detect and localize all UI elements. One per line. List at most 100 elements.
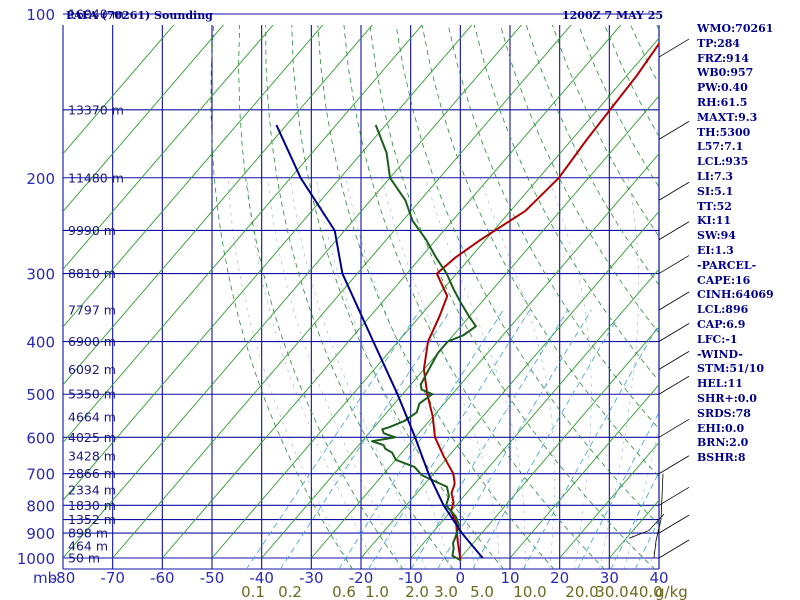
index-item: SI:5.1 xyxy=(697,184,734,198)
skewed-isotherm xyxy=(63,25,274,270)
temperature-tick-label: -20 xyxy=(349,569,374,587)
skewed-isotherm xyxy=(63,25,224,213)
parcel-path xyxy=(275,124,484,559)
pressure-tick-label: 900 xyxy=(26,525,55,543)
index-item: -PARCEL- xyxy=(697,258,757,272)
index-item: BRN:2.0 xyxy=(697,436,749,450)
height-label: 4025 m xyxy=(68,430,116,445)
temperature-tick-label: 40 xyxy=(649,569,668,587)
wind-barb xyxy=(658,351,690,370)
skewed-isotherm xyxy=(161,25,622,559)
skewed-isotherm xyxy=(211,37,659,559)
mixing-ratio-line xyxy=(279,309,451,569)
index-item: SHR+:0.0 xyxy=(697,391,757,405)
mixing-ratio-line xyxy=(410,309,569,569)
skewed-isotherm xyxy=(459,326,659,559)
height-label: 464 m xyxy=(68,538,108,553)
wind-barb xyxy=(658,291,690,311)
dewpoint-profile xyxy=(371,124,477,562)
index-item: MAXT:9.3 xyxy=(697,110,758,124)
moist-adiabat xyxy=(289,177,426,569)
skewed-isotherm xyxy=(63,25,324,328)
temperature-tick-label: -50 xyxy=(200,569,225,587)
index-item: FRZ:914 xyxy=(697,51,750,65)
temperature-tick-label: -70 xyxy=(100,569,125,587)
wind-barb xyxy=(658,221,690,241)
index-item: CAPE:16 xyxy=(697,273,751,287)
index-item: EI:1.3 xyxy=(697,243,734,257)
mixing-ratio-tick: 0.1 xyxy=(241,583,265,600)
temperature-tick-label: 30 xyxy=(600,569,619,587)
height-label: 8810 m xyxy=(68,266,116,281)
skewed-isotherm xyxy=(261,95,659,559)
height-label: 50 m xyxy=(68,551,100,566)
moist-adiabat xyxy=(315,177,451,569)
skewed-isotherm xyxy=(63,25,423,444)
skewed-isotherm xyxy=(559,441,659,559)
index-item: EHI:0.0 xyxy=(697,421,745,435)
skewed-isotherm xyxy=(112,25,572,559)
temperature-tick-label: 10 xyxy=(500,569,519,587)
dry-adiabat xyxy=(238,25,404,569)
skewed-isotherm xyxy=(360,210,659,559)
sounding-series xyxy=(275,42,659,562)
index-item: RH:61.5 xyxy=(697,95,748,109)
mixing-ratio-lines xyxy=(246,309,659,569)
index-item: TP:284 xyxy=(697,36,741,50)
skewed-isotherm xyxy=(63,25,373,386)
mixing-ratio-tick: 1.0 xyxy=(365,583,389,600)
temperature-tick-label: -80 xyxy=(51,569,76,587)
hodograph xyxy=(653,473,664,559)
height-label: 898 m xyxy=(68,526,108,541)
dry-adiabat xyxy=(369,25,656,569)
dry-adiabat xyxy=(499,25,659,334)
pressure-axis: 100 200 300 400 500 600 700 800 900 1000 xyxy=(17,6,55,568)
mixing-ratio-line xyxy=(246,309,421,569)
height-label: 9990 m xyxy=(68,223,116,238)
wind-barb xyxy=(658,514,690,534)
height-label: 16040 m xyxy=(68,7,124,22)
mixing-ratio-tick: 20.0 xyxy=(565,583,598,600)
wind-barbs xyxy=(628,38,690,559)
wind-barb xyxy=(658,323,690,342)
height-label: 4664 m xyxy=(68,409,116,424)
pressure-tick-label: 200 xyxy=(26,170,55,188)
mixing-ratio-tick: 40.0 xyxy=(629,583,662,600)
index-item: CAP:6.9 xyxy=(697,317,746,331)
height-label: 3428 m xyxy=(68,449,116,464)
height-label: 13370 m xyxy=(68,102,124,117)
mixing-ratio-unit: g/kg xyxy=(655,583,688,600)
height-label: 11480 m xyxy=(68,170,124,185)
index-item: LI:7.3 xyxy=(697,169,734,183)
index-item: -WIND- xyxy=(697,347,743,361)
station-title: PAFA (70261) Sounding xyxy=(66,9,213,22)
index-item: WB0:957 xyxy=(697,66,754,80)
ylabel: mb xyxy=(33,569,57,587)
temperature-tick-label: -40 xyxy=(249,569,274,587)
height-label: 2866 m xyxy=(68,466,116,481)
index-item: LFC:-1 xyxy=(697,332,738,346)
moist-adiabat xyxy=(345,177,476,569)
indices-panel: WMO:70261 TP:284 FRZ:914 WB0:957 PW:0.40 RH:6… xyxy=(697,22,800,466)
pressure-tick-label: 300 xyxy=(26,266,55,284)
mixing-ratio-tick: 0.6 xyxy=(332,583,356,600)
observation-time: 1200Z 7 MAY 25 xyxy=(562,9,664,22)
index-item: LCL:896 xyxy=(697,303,749,317)
wind-barb xyxy=(658,418,690,438)
mixing-ratio-line xyxy=(472,309,623,569)
index-item: LCL:935 xyxy=(697,155,749,169)
pressure-tick-label: 400 xyxy=(26,334,55,352)
mixing-ratio-line xyxy=(577,411,659,569)
wind-barb xyxy=(658,375,690,395)
temperature-axis: -80 -70 -60 -50 -40 -30 -20 -10 0 10 20 30 40 mb xyxy=(33,569,669,587)
dry-adiabat xyxy=(421,25,659,478)
dry-adiabat xyxy=(525,25,659,286)
moist-adiabat xyxy=(548,177,592,569)
temperature-tick-label: 0 xyxy=(456,569,466,587)
wind-barb xyxy=(658,255,690,274)
index-item: L57:7.1 xyxy=(697,140,744,154)
index-item: TT:52 xyxy=(697,199,732,213)
wind-barb xyxy=(628,513,665,539)
pressure-tick-label: 500 xyxy=(26,386,55,404)
